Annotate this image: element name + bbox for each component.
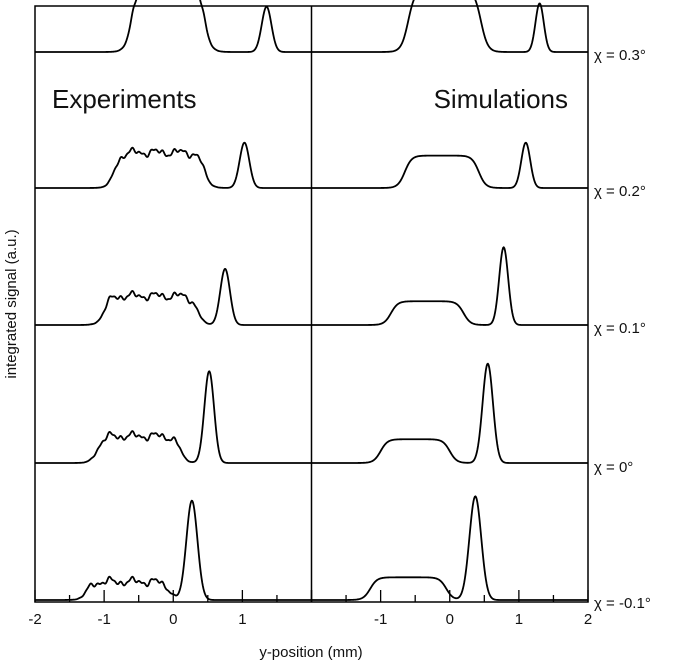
simulation-curve-row-1 xyxy=(311,0,589,53)
experiment-curve-row-4 xyxy=(34,370,312,464)
row-label-1: χ = 0.3° xyxy=(594,47,646,64)
x-axis-label: y-position (mm) xyxy=(259,644,362,661)
x-tick-label: -2 xyxy=(28,611,41,628)
experiment-curve-row-3 xyxy=(34,267,312,326)
x-axis-ticks: -2 -1 0 1 -1 0 1 2 xyxy=(28,590,592,628)
row-label-3: χ = 0.1° xyxy=(594,320,646,337)
simulation-curve-row-5 xyxy=(311,495,589,601)
x-tick-label: -1 xyxy=(374,611,387,628)
x-tick-label: 0 xyxy=(446,611,454,628)
x-tick-label: 1 xyxy=(238,611,246,628)
experiment-curve-row-2 xyxy=(34,141,312,189)
row-label-2: χ = 0.2° xyxy=(594,183,646,200)
row-label-4: χ = 0° xyxy=(594,459,633,476)
row-label-5: χ = -0.1° xyxy=(594,595,651,612)
experiment-curve-row-1 xyxy=(34,0,312,53)
panel-title-simulations: Simulations xyxy=(434,84,568,114)
x-tick-label: 2 xyxy=(584,611,592,628)
y-axis-label: integrated signal (a.u.) xyxy=(3,229,20,378)
simulation-curve-row-4 xyxy=(311,362,589,464)
x-tick-label: -1 xyxy=(97,611,110,628)
simulation-curve-row-3 xyxy=(311,246,589,326)
simulation-curve-row-2 xyxy=(311,141,589,189)
experiment-curve-row-5 xyxy=(34,499,312,601)
signal-curves xyxy=(34,0,589,601)
x-tick-label: 0 xyxy=(169,611,177,628)
x-tick-label: 1 xyxy=(515,611,523,628)
panel-title-experiments: Experiments xyxy=(52,84,197,114)
